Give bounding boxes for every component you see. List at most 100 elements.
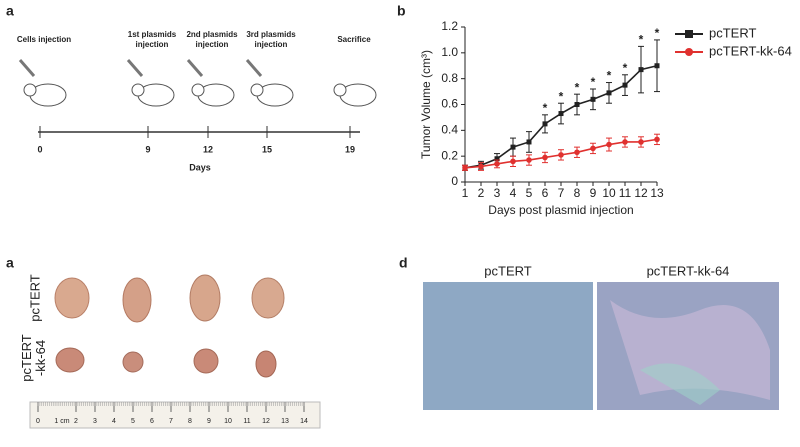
significance-mark: * [591, 75, 596, 89]
marker [590, 145, 596, 152]
ruler-number: 9 [207, 418, 211, 425]
ruler-number: 12 [262, 418, 270, 425]
timeline-day: 19 [345, 144, 355, 154]
marker [638, 67, 644, 73]
marker [574, 149, 580, 156]
marker [558, 152, 564, 158]
image-title: pcTERT [484, 263, 531, 278]
marker [478, 163, 484, 170]
row-label: pcTERT-kk-64 [19, 334, 48, 381]
marker [510, 144, 516, 150]
ruler-number: 11 [243, 418, 250, 425]
marker [542, 121, 548, 127]
y-tick-label: 0.2 [441, 148, 458, 162]
timeline-day: 0 [37, 144, 42, 154]
ruler-number: 13 [281, 418, 289, 425]
x-tick-label: 12 [634, 186, 648, 200]
y-tick-label: 1.2 [441, 19, 458, 33]
x-tick-label: 3 [494, 186, 501, 200]
x-tick-label: 11 [619, 186, 632, 200]
marker [462, 164, 468, 171]
mouse-icon [131, 83, 145, 97]
significance-mark: * [655, 26, 660, 40]
x-tick-label: 9 [590, 186, 597, 200]
timeline-day: 9 [145, 144, 150, 154]
marker [526, 139, 532, 145]
marker [622, 139, 628, 145]
x-tick-label: 1 [462, 186, 469, 200]
syringe-icon [126, 59, 144, 77]
y-tick-label: 0.8 [441, 71, 458, 85]
timeline-event: 2nd plasmids injection [186, 30, 238, 49]
y-tick-label: 0 [451, 174, 458, 188]
marker [590, 96, 596, 102]
x-axis-label: Days post plasmid injection [488, 203, 633, 217]
legend-swatch [685, 48, 693, 56]
x-tick-label: 7 [558, 186, 565, 200]
timeline-day: 12 [203, 144, 213, 154]
y-tick-label: 0.6 [441, 97, 458, 111]
x-tick-label: 4 [510, 186, 517, 200]
y-axis-label: Tumor Volume (cm³) [419, 50, 433, 159]
ruler-number: 14 [300, 418, 308, 425]
timeline-event: Sacrifice [337, 35, 371, 44]
y-tick-label: 0.4 [441, 123, 458, 137]
marker [606, 90, 612, 96]
y-tick-label: 1.0 [441, 45, 458, 59]
ruler-number: 7 [169, 418, 173, 425]
x-tick-label: 13 [650, 186, 664, 200]
marker [574, 102, 580, 107]
x-tick-label: 8 [574, 186, 581, 200]
timeline-event: Cells injection [17, 35, 71, 44]
panel-label: a [6, 255, 14, 271]
timeline-event: 1st plasmids injection [128, 30, 177, 49]
significance-mark: * [575, 80, 580, 94]
significance-mark: * [543, 101, 548, 115]
syringe-icon [245, 59, 263, 77]
x-tick-label: 10 [602, 186, 616, 200]
legend-label: pcTERT-kk-64 [709, 43, 792, 58]
marker [526, 157, 532, 163]
timeline-axis-label: Days [189, 162, 211, 172]
histology-image [423, 282, 593, 410]
row-labels: pcTERT pcTERT-kk-64 [19, 274, 48, 381]
marker [494, 161, 500, 167]
panel-label: a [6, 3, 14, 19]
mouse-icon [333, 83, 347, 97]
significance-mark: * [623, 61, 628, 75]
marker [638, 139, 644, 145]
ruler-number: 0 [36, 418, 40, 425]
syringe-icon [186, 59, 204, 77]
marker [654, 63, 660, 69]
legend-swatch [685, 30, 693, 38]
ruler-number: 10 [224, 418, 232, 425]
x-tick-label: 2 [478, 186, 485, 200]
legend-label: pcTERT [709, 25, 756, 40]
x-tick-label: 6 [542, 186, 549, 200]
marker [654, 136, 660, 143]
ruler-number: 4 [112, 418, 116, 425]
ruler-number: 8 [188, 418, 192, 425]
ruler-number: 6 [150, 418, 154, 425]
marker [622, 82, 628, 88]
chart: 00.20.40.60.81.01.21 2 3 4 5 6 7 8 9 10 11 12 13Days… [419, 19, 792, 217]
panel-label: b [397, 3, 406, 19]
marker [606, 141, 612, 148]
timeline-day: 15 [262, 144, 272, 154]
ruler-number: 5 [131, 418, 135, 425]
mouse-icon [191, 83, 205, 97]
marker [510, 158, 516, 165]
tumor-photo [29, 274, 321, 429]
significance-mark: * [607, 69, 612, 83]
marker [542, 154, 548, 161]
mouse-icon [23, 83, 37, 97]
x-tick-label: 5 [526, 186, 533, 200]
ruler-number: 3 [93, 418, 97, 425]
panel-label: d [399, 255, 408, 271]
ruler: 0 2 3 4 5 6 7 8 9 10 11 12 13 14 1 cm [36, 402, 308, 425]
timeline-events: 0 Cells injection 9 1st plasmids injection 12… [17, 30, 377, 154]
significance-mark: * [559, 89, 564, 103]
marker [494, 156, 500, 162]
row-label: pcTERT [27, 274, 42, 321]
